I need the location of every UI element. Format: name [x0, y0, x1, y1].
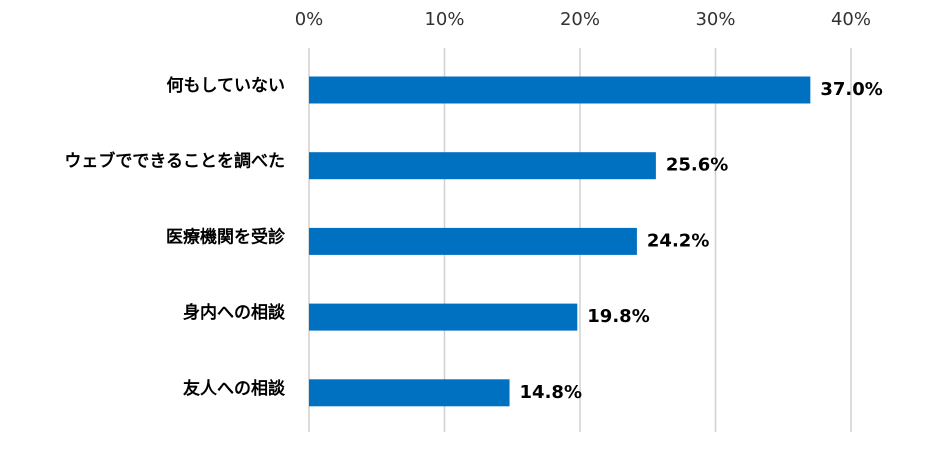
bar: [309, 152, 656, 180]
x-tick-label: 0%: [295, 9, 324, 30]
value-label: 19.8%: [587, 306, 649, 327]
x-tick-label: 40%: [831, 9, 871, 30]
bar: [309, 303, 578, 331]
x-tick-label: 30%: [695, 9, 735, 30]
category-label: ウェブでできることを調べた: [64, 151, 285, 172]
value-label: 14.8%: [520, 382, 582, 403]
category-label: 医療機関を受診: [166, 226, 286, 247]
value-label: 37.0%: [820, 79, 882, 100]
bar: [309, 227, 637, 255]
x-tick-label: 20%: [560, 9, 600, 30]
category-label: 友人への相談: [183, 378, 286, 399]
category-label: 身内への相談: [183, 302, 286, 323]
category-label: 何もしていない: [167, 75, 286, 96]
value-label: 24.2%: [647, 230, 709, 251]
value-label: 25.6%: [666, 155, 728, 176]
bar: [309, 76, 811, 104]
bar: [309, 379, 510, 407]
x-tick-label: 10%: [424, 9, 464, 30]
